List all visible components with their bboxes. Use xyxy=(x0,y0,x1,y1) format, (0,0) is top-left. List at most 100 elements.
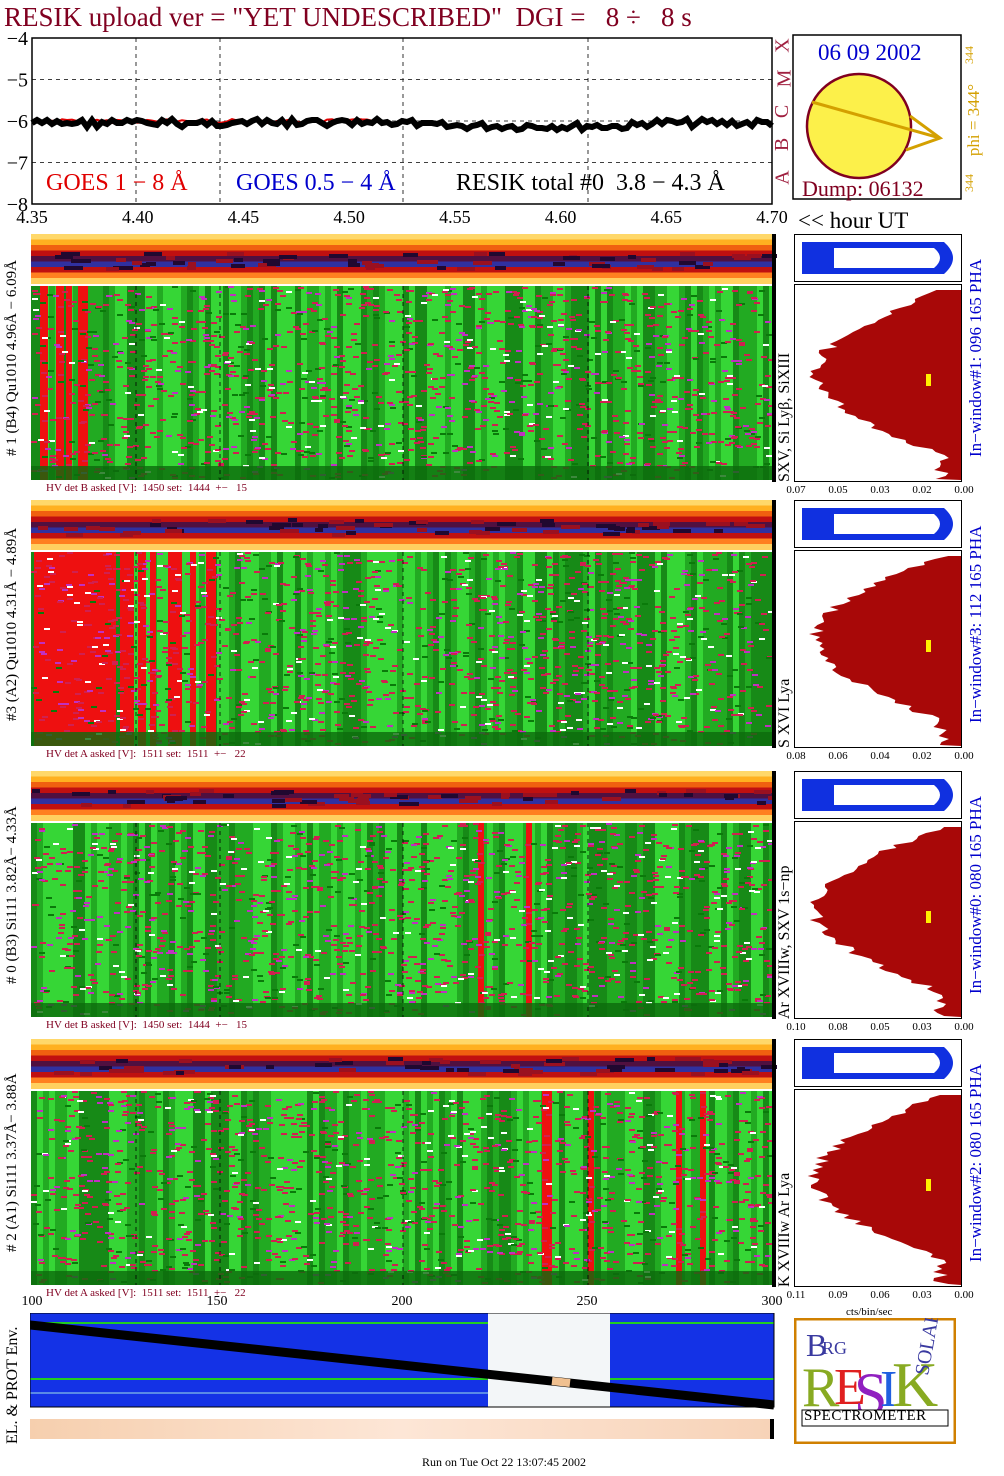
count-histogram xyxy=(794,821,962,1019)
goes-class-label: B xyxy=(771,137,794,152)
count-histogram xyxy=(794,284,962,482)
histogram-tick: 0.08 xyxy=(828,1021,848,1033)
histogram-tick: 0.00 xyxy=(954,1021,974,1033)
channel-line-label: Ar XVIIIw, SXV 1s−np xyxy=(776,865,793,1019)
goes-legend-3: RESIK total #0 3.8 − 4.3 Å xyxy=(456,170,725,196)
time-tick: 4.45 xyxy=(227,207,260,227)
resik-total-curve xyxy=(30,114,774,135)
histogram-tick: 0.05 xyxy=(870,1021,890,1033)
bin-tick: 200 xyxy=(391,1294,413,1309)
window-label: In−window#0: 080 165 PHA xyxy=(966,796,985,995)
run-timestamp: Run on Tue Oct 22 13:07:45 2002 xyxy=(422,1455,587,1469)
histogram-tick: 0.03 xyxy=(912,1289,932,1301)
spectrogram xyxy=(31,823,775,1017)
bin-tick: 100 xyxy=(21,1294,43,1309)
phi-label: 344 phi = 344° 344 xyxy=(958,40,998,200)
channel-line-label: S XVI Lya xyxy=(776,678,793,748)
count-histogram xyxy=(794,550,962,748)
channel-edge xyxy=(772,771,776,1019)
env-plot xyxy=(30,1313,775,1439)
time-tick: 4.70 xyxy=(756,207,788,227)
page-title: RESIK upload ver = "YET UNDESCRIBED" DGI… xyxy=(4,2,692,32)
goes-y-tick: −6 xyxy=(7,111,28,133)
histogram-tick: 0.00 xyxy=(954,1289,974,1301)
bin-tick: 150 xyxy=(206,1294,228,1309)
histogram-tick: 0.02 xyxy=(912,750,932,762)
histogram-tick: 0.09 xyxy=(828,1289,848,1301)
histogram-tick: 0.10 xyxy=(786,1021,806,1033)
goes-y-tick: −5 xyxy=(7,70,28,92)
channel-line-label: SXV, Si Lyβ, SiXIII xyxy=(776,352,793,482)
histogram-tick: 0.00 xyxy=(954,484,974,496)
time-tick: 4.60 xyxy=(544,207,577,227)
pha-spectrum xyxy=(794,771,962,819)
channel-panel: HV det A asked [V]: 1511 set: 1511 +− 22… xyxy=(0,500,1004,768)
goes-legend-1: GOES 1 − 8 Å xyxy=(46,170,188,196)
logo-subtitle: SPECTROMETER xyxy=(804,1408,927,1424)
count-histogram xyxy=(794,1089,962,1287)
hv-status: HV det A asked [V]: 1511 set: 1511 +− 22 xyxy=(46,748,246,760)
time-tick: 4.65 xyxy=(650,207,683,227)
time-tick: 4.55 xyxy=(439,207,471,227)
time-axis: 4.35 4.40 4.45 4.50 4.55 4.60 4.65 4.70 xyxy=(0,207,800,233)
pha-spectrum xyxy=(794,500,962,548)
intensity-strip xyxy=(31,500,775,550)
intensity-strip xyxy=(31,771,776,821)
spectrogram xyxy=(31,286,775,480)
goes-y-ticks: −4 −5 −6 −7 −8 xyxy=(7,30,28,216)
sun-date: 06 09 2002 xyxy=(818,40,922,65)
goes-legend-2: GOES 0.5 − 4 Å xyxy=(236,170,396,196)
env-label: EL. & PROT Env. xyxy=(4,1326,21,1444)
pha-spectrum xyxy=(794,1039,962,1087)
window-label: In−window#2: 080 165 PHA xyxy=(966,1064,985,1263)
histogram-tick: 0.08 xyxy=(786,750,806,762)
phi-text: phi = 344° xyxy=(964,84,983,157)
phi-arrow-head xyxy=(905,114,944,152)
time-tick: 4.50 xyxy=(333,207,365,227)
channel-panel: HV det A asked [V]: 1511 set: 1511 +− 22… xyxy=(0,1039,1004,1307)
histogram-tick: 0.00 xyxy=(954,750,974,762)
phi-value-top: 344 xyxy=(962,46,976,64)
channel-edge xyxy=(772,234,776,482)
histogram-tick: 0.11 xyxy=(786,1289,806,1301)
phi-value-bottom: 344 xyxy=(962,174,976,192)
env-trend-line xyxy=(30,1320,775,1410)
hv-status: HV det B asked [V]: 1450 set: 1444 +− 15 xyxy=(46,482,248,494)
histogram-tick: 0.03 xyxy=(870,484,890,496)
pha-spectrum xyxy=(794,234,962,282)
sun-disk xyxy=(805,72,913,180)
channel-edge xyxy=(772,500,776,748)
cts-unit: cts/bin/sec xyxy=(846,1306,893,1318)
histogram-tick: 0.03 xyxy=(912,1021,932,1033)
goes-y-tick: −4 xyxy=(7,30,28,50)
histogram-tick: 0.06 xyxy=(828,750,848,762)
dump-label: Dump: 06132 xyxy=(802,176,924,201)
goes-plot: −4 −5 −6 −7 −8 xyxy=(7,30,774,216)
time-tick: 4.35 xyxy=(16,207,48,227)
channel-line-label: K XVIIIw Ar Lya xyxy=(776,1172,793,1287)
spectrogram xyxy=(31,552,775,746)
window-label: In−window#1: 096 165 PHA xyxy=(966,259,985,458)
goes-y-tick: −8 xyxy=(7,194,28,216)
goes-class-label: C xyxy=(771,104,794,119)
histogram-tick: 0.02 xyxy=(912,484,932,496)
intensity-strip xyxy=(31,1039,777,1089)
time-axis-unit: << hour UT xyxy=(798,208,909,233)
bin-tick: 300 xyxy=(761,1294,783,1309)
bin-tick: 250 xyxy=(576,1294,598,1309)
channel-left-label: # 1 (B4) Qu1010 4.96Å − 6.09Å xyxy=(4,260,20,456)
intensity-strip xyxy=(31,234,777,284)
channel-left-label: # 0 (B3) Si111 3.82Å− 4.33Å xyxy=(4,806,20,984)
hv-status: HV det A asked [V]: 1511 set: 1511 +− 22 xyxy=(46,1287,246,1299)
channel-left-label: # 2 (A1) Si111 3.37Å− 3.88Å xyxy=(4,1073,20,1253)
sun-panel xyxy=(792,34,962,200)
bin-axis: 100 150 200 250 300 xyxy=(0,1294,800,1312)
histogram-tick: 0.04 xyxy=(870,750,890,762)
histogram-tick: 0.06 xyxy=(870,1289,890,1301)
phi-arrow xyxy=(811,100,941,140)
channel-panel: HV det B asked [V]: 1450 set: 1444 +− 15… xyxy=(0,234,1004,502)
channel-left-label: #3 (A2) Qu1010 4.31Å − 4.89Å xyxy=(4,527,20,721)
time-tick: 4.40 xyxy=(121,207,154,227)
channel-edge xyxy=(772,1039,776,1287)
spectrogram xyxy=(31,1091,775,1285)
